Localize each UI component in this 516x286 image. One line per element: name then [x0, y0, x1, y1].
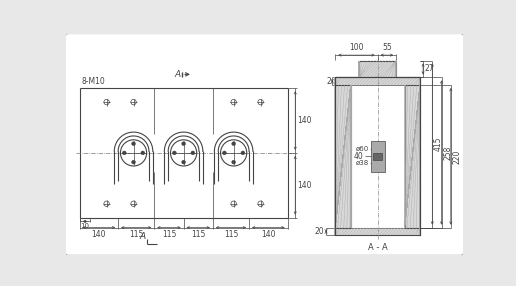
Bar [373, 152, 382, 160]
Text: A: A [140, 232, 146, 241]
Text: 27: 27 [425, 64, 434, 74]
Bar [405, 85, 420, 228]
Text: 220: 220 [453, 149, 461, 164]
Text: 140: 140 [92, 230, 106, 239]
Text: 140: 140 [261, 230, 276, 239]
Bar [335, 228, 420, 235]
Text: 10: 10 [80, 223, 90, 229]
Circle shape [132, 160, 136, 164]
Circle shape [241, 151, 245, 155]
Bar [335, 78, 420, 85]
Bar [335, 85, 351, 228]
Circle shape [222, 151, 227, 155]
Text: 2: 2 [327, 77, 331, 86]
Text: 115: 115 [162, 230, 176, 239]
Text: ø38: ø38 [356, 160, 369, 166]
Text: A: A [174, 70, 181, 79]
Text: 40: 40 [353, 152, 363, 161]
Text: 55: 55 [382, 43, 392, 52]
Text: 140: 140 [297, 116, 311, 125]
FancyBboxPatch shape [65, 33, 464, 255]
Text: 115: 115 [191, 230, 205, 239]
Text: 20: 20 [315, 227, 325, 236]
Circle shape [182, 142, 186, 146]
Bar [351, 85, 405, 228]
Text: 8-M10: 8-M10 [81, 77, 105, 86]
Circle shape [232, 142, 236, 146]
Circle shape [191, 151, 195, 155]
Circle shape [182, 160, 186, 164]
Circle shape [141, 151, 144, 155]
Text: 115: 115 [224, 230, 238, 239]
Text: 115: 115 [129, 230, 143, 239]
Text: 140: 140 [297, 181, 311, 190]
Circle shape [172, 151, 176, 155]
Bar [370, 141, 384, 172]
Bar [359, 61, 396, 78]
Text: 100: 100 [349, 43, 364, 52]
Text: A - A: A - A [368, 243, 388, 252]
Text: 258: 258 [443, 145, 452, 160]
Circle shape [132, 142, 136, 146]
Circle shape [232, 160, 236, 164]
Circle shape [122, 151, 126, 155]
Text: ø60: ø60 [356, 146, 369, 152]
Text: 415: 415 [434, 137, 443, 151]
